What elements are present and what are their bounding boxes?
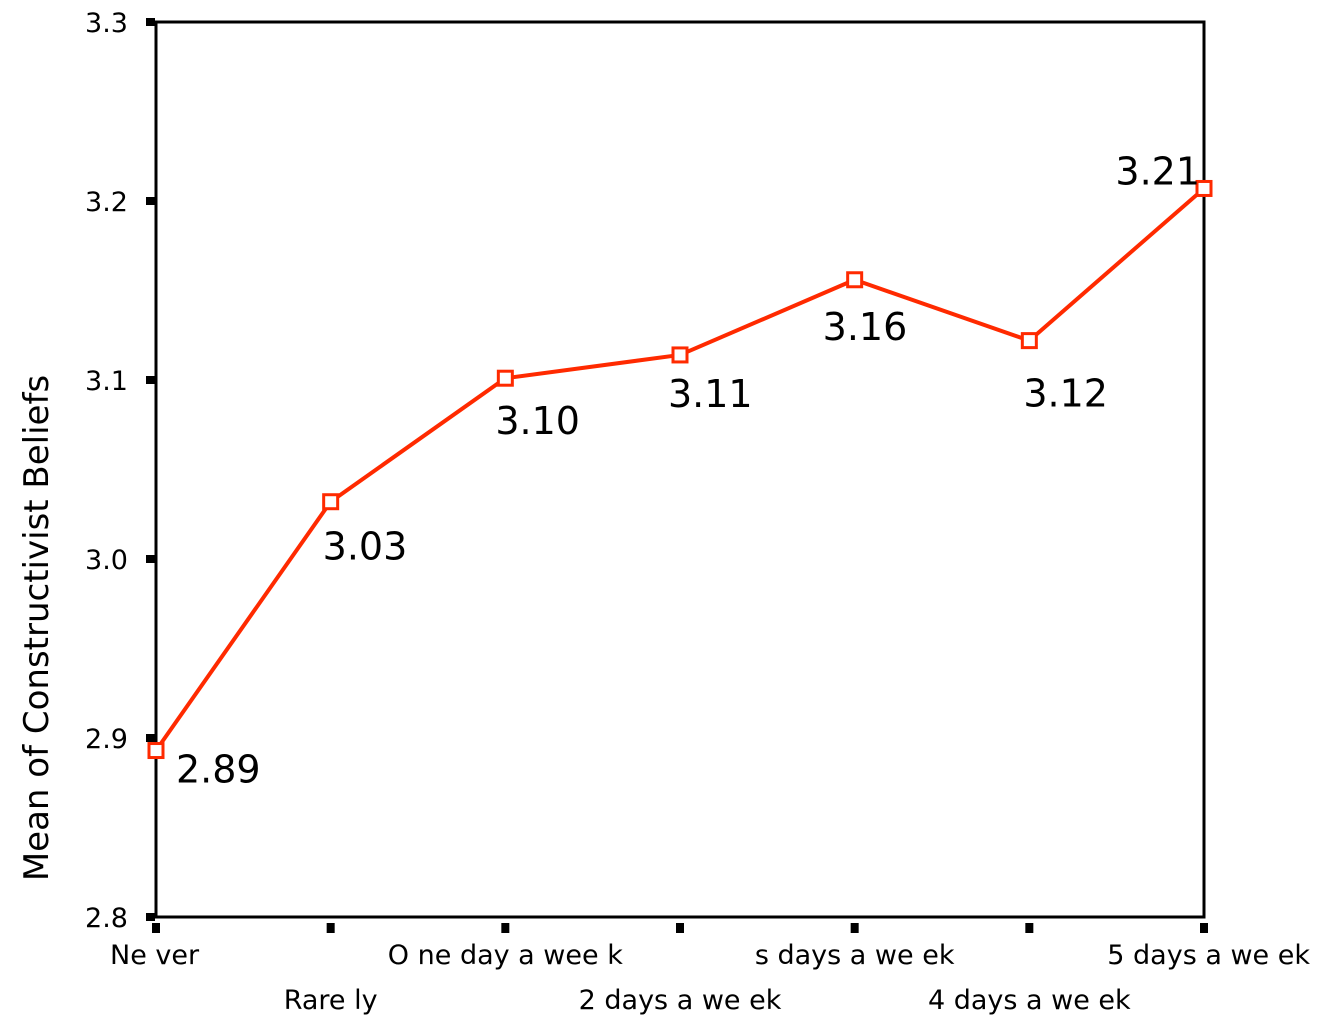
series-group [147, 179, 1213, 760]
x-tick-label: Rare ly [284, 985, 378, 1016]
y-tick-label: 3.1 [85, 366, 128, 397]
y-tick-mark [146, 913, 155, 921]
x-tick-mark [501, 923, 510, 933]
y-tick-label: 2.9 [85, 724, 128, 755]
y-tick-mark [146, 18, 155, 26]
data-point-marker [1020, 332, 1038, 350]
data-value-label: 2.89 [176, 748, 261, 792]
y-axis-ticks: 2.8 2.9 3.0 3.1 3.2 3.3 [85, 8, 155, 934]
x-tick-label: O ne day a wee k [388, 940, 623, 971]
x-tick-label: s days a we ek [755, 940, 955, 971]
y-tick-label: 3.2 [85, 187, 128, 218]
x-tick-label: Ne ver [110, 940, 200, 971]
series-line [154, 186, 1206, 752]
data-point-marker [1195, 179, 1213, 197]
x-tick-mark [850, 923, 859, 933]
plot-area-frame [154, 20, 1206, 919]
data-value-label: 3.21 [1115, 149, 1200, 193]
data-point-marker [496, 369, 514, 387]
x-tick-mark [1200, 923, 1208, 933]
x-tick-mark [326, 923, 335, 933]
data-value-label: 3.16 [823, 305, 908, 349]
data-point-marker [846, 271, 864, 289]
y-axis-title: Mean of Constructivist Beliefs [17, 375, 57, 881]
x-tick-label: 4 days a we ek [928, 985, 1131, 1016]
y-tick-mark [146, 555, 155, 563]
y-tick-label: 3.3 [85, 8, 128, 39]
x-tick-label: 5 days a we ek [1107, 940, 1310, 971]
y-tick-label: 3.0 [85, 545, 128, 576]
data-point-marker [322, 493, 340, 511]
data-value-label: 3.10 [495, 399, 580, 443]
data-labels-group: 2.89 3.03 3.10 3.11 3.16 3.12 3.21 [176, 149, 1200, 791]
y-tick-mark [146, 734, 155, 742]
data-value-label: 3.12 [1023, 372, 1108, 416]
data-point-marker [147, 742, 165, 760]
x-axis-ticks: Ne ver Rare ly O ne day a wee k 2 days a we… [110, 923, 1310, 1016]
data-point-marker [671, 346, 689, 364]
y-tick-label: 2.8 [85, 903, 128, 934]
x-tick-mark [1025, 923, 1034, 933]
data-value-label: 3.03 [323, 525, 408, 569]
x-tick-mark [676, 923, 684, 933]
y-tick-mark [146, 376, 155, 384]
data-value-label: 3.11 [668, 372, 753, 416]
x-tick-label: 2 days a we ek [579, 985, 782, 1016]
x-tick-mark [152, 923, 160, 933]
y-tick-mark [146, 197, 155, 205]
